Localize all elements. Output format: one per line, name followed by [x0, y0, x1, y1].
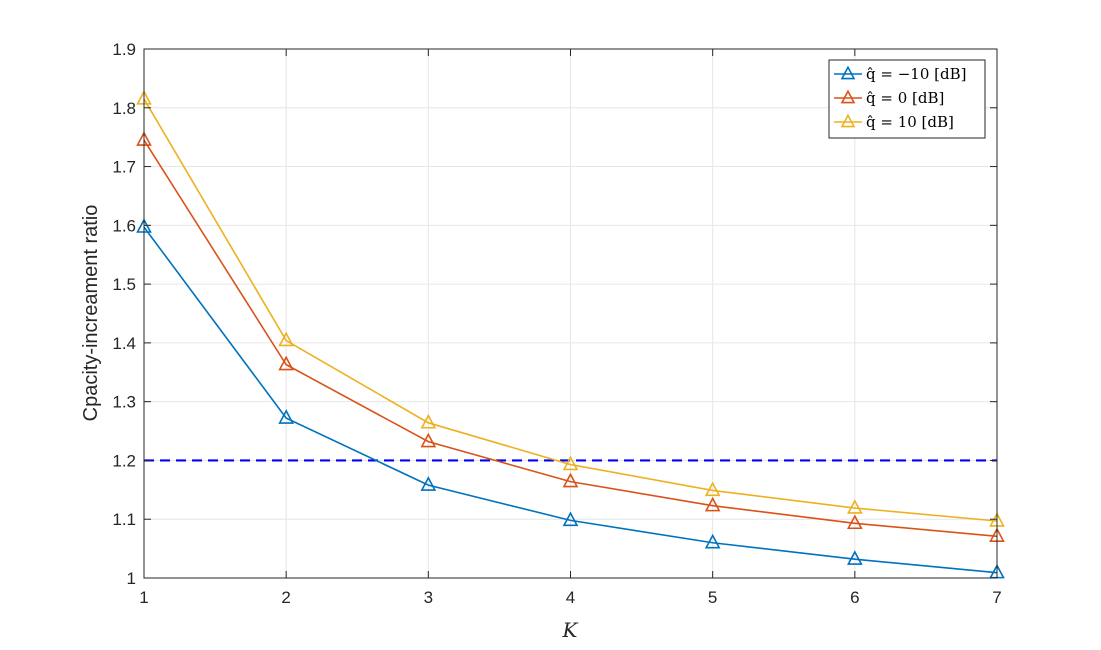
legend-marker [840, 113, 856, 128]
data-point-marker [278, 331, 295, 347]
x-tick-label: 6 [850, 588, 859, 607]
y-axis-title: Cpacity-increament ratio [80, 205, 102, 422]
data-point-marker [562, 511, 579, 527]
y-tick-label: 1.7 [112, 158, 136, 177]
series-line [143, 139, 998, 538]
data-point-marker [420, 476, 437, 491]
series-line [143, 98, 998, 522]
legend-label: q̂ = 10 [dB] [866, 113, 954, 131]
x-axis-ticks: 1 2 3 4 5 6 7 [139, 49, 1002, 607]
x-axis-title: K [562, 618, 579, 642]
x-tick-label: 5 [708, 588, 717, 607]
y-tick-label: 1.4 [112, 334, 136, 353]
data-point-marker [562, 472, 579, 488]
y-tick-label: 1.5 [112, 275, 136, 294]
x-tick-label: 1 [139, 588, 148, 607]
data-point-marker [420, 413, 437, 429]
data-point-marker [704, 496, 721, 512]
legend-marker [840, 89, 856, 104]
legend-box [828, 59, 986, 139]
data-point-marker [704, 481, 721, 497]
legend-label: q̂ = 0 [dB] [866, 89, 944, 107]
data-point-marker [562, 455, 579, 471]
x-tick-label: 2 [281, 588, 290, 607]
y-tick-label: 1.8 [112, 99, 136, 118]
data-point-marker [420, 432, 437, 448]
series-2 [136, 131, 1005, 542]
legend-label: q̂ = −10 [dB] [866, 65, 966, 83]
y-axis-ticks: 1 1.1 1.2 1.3 1.4 1.5 1.6 1.7 1.8 1.9 [112, 40, 997, 588]
x-tick-label: 7 [992, 588, 1001, 607]
y-tick-label: 1.1 [112, 510, 136, 529]
y-tick-label: 1.6 [112, 216, 136, 235]
y-tick-label: 1.2 [112, 451, 136, 470]
data-point-marker [846, 550, 863, 565]
data-point-marker [278, 409, 295, 424]
y-tick-label: 1.9 [112, 40, 136, 59]
data-point-marker [846, 514, 863, 530]
data-point-marker [846, 499, 863, 514]
data-point-marker [704, 533, 721, 549]
y-tick-label: 1.3 [112, 393, 136, 412]
y-tick-label: 1 [127, 569, 136, 588]
x-tick-label: 4 [566, 588, 575, 607]
series-line [143, 226, 998, 574]
data-point-marker [278, 355, 295, 371]
x-tick-label: 3 [424, 588, 433, 607]
legend: q̂ = −10 [dB] q̂ = 0 [dB] q̂ = 10 [dB] [828, 59, 986, 139]
legend-marker [840, 65, 856, 80]
